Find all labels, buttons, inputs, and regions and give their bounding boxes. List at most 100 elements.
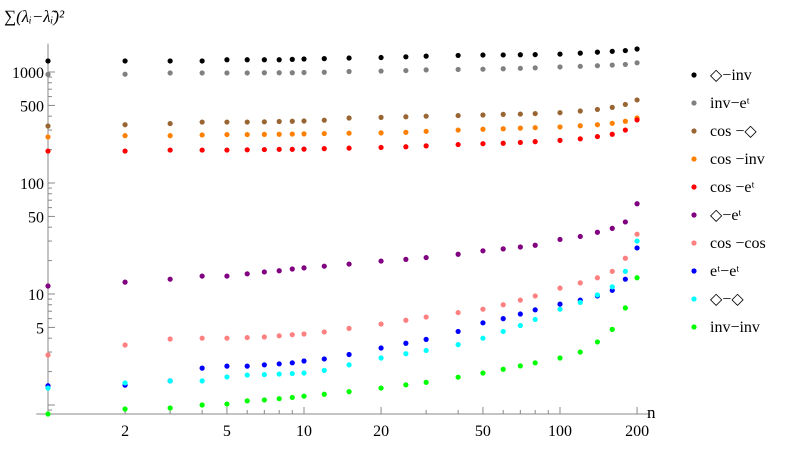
data-point — [261, 146, 267, 153]
data-point — [634, 275, 640, 281]
data-point — [244, 119, 250, 125]
data-point — [480, 320, 486, 326]
legend-label: ◇−eᵗ — [710, 207, 742, 224]
data-point — [609, 120, 615, 126]
axes: 2 5 10 20 50 100 200 5 10 50 100 500 1000 — [12, 43, 651, 440]
data-point — [577, 123, 583, 129]
data-point — [594, 229, 601, 235]
legend-marker — [691, 156, 697, 162]
y-tick-label: 10 — [28, 287, 44, 304]
data-point — [557, 306, 563, 312]
data-point — [276, 118, 282, 125]
data-point — [517, 322, 523, 329]
data-point — [199, 147, 205, 153]
data-point — [224, 70, 230, 76]
data-point — [532, 51, 538, 58]
data-point — [122, 380, 128, 386]
data-point — [321, 69, 327, 75]
data-point — [276, 57, 282, 63]
data-point — [423, 128, 429, 134]
data-point — [622, 305, 628, 311]
data-point — [423, 336, 429, 342]
legend-label: ◇−◇ — [710, 291, 744, 308]
data-point — [609, 284, 615, 290]
data-point — [500, 140, 506, 146]
data-point — [224, 147, 230, 153]
legend-label: cos −inv — [710, 151, 765, 168]
data-point — [403, 67, 409, 74]
data-point — [224, 335, 230, 341]
data-point — [594, 133, 601, 140]
data-point — [346, 261, 352, 267]
legend-label: inv−eᵗ — [710, 95, 750, 112]
data-point — [403, 256, 409, 262]
data-point — [261, 397, 267, 403]
data-point — [532, 110, 538, 117]
data-point — [557, 355, 563, 361]
data-point — [403, 340, 409, 346]
data-point — [532, 360, 538, 366]
data-point — [122, 406, 128, 412]
data-point — [517, 297, 523, 303]
series-cos −eᵗ — [45, 117, 640, 154]
data-point — [261, 70, 267, 76]
data-point — [577, 108, 583, 114]
data-point — [199, 402, 205, 408]
data-point — [480, 370, 486, 376]
data-point — [594, 122, 601, 128]
data-point — [403, 114, 409, 120]
data-point — [480, 306, 486, 312]
y-tick-label: 100 — [20, 176, 44, 193]
data-point — [455, 112, 461, 119]
data-point — [289, 56, 295, 62]
data-point — [224, 374, 230, 380]
data-point — [261, 334, 267, 340]
data-point — [517, 111, 523, 117]
data-point — [224, 401, 230, 407]
legend-item: inv−eᵗ — [691, 95, 750, 112]
data-point — [455, 309, 461, 316]
data-point — [455, 127, 461, 133]
data-point — [532, 139, 538, 145]
data-point — [289, 394, 295, 401]
data-point — [594, 339, 601, 345]
data-point — [500, 111, 506, 117]
data-point — [346, 145, 352, 151]
data-point — [378, 54, 384, 61]
data-point — [301, 265, 307, 271]
data-point — [577, 233, 583, 240]
data-point — [346, 68, 352, 75]
data-point — [224, 131, 230, 138]
legend-marker — [691, 72, 697, 78]
data-point — [276, 268, 282, 274]
data-point — [634, 60, 640, 66]
data-point — [45, 123, 51, 129]
legend-item: cos −inv — [691, 151, 765, 168]
data-point — [577, 50, 583, 56]
data-point — [634, 245, 640, 251]
data-point — [378, 385, 384, 391]
data-point — [276, 333, 282, 339]
data-point — [45, 385, 51, 391]
data-point — [321, 263, 327, 269]
x-tick-label: 2 — [121, 423, 129, 440]
x-tick-label: 20 — [373, 423, 389, 440]
data-point — [622, 47, 628, 54]
legend-item: ◇−eᵗ — [691, 207, 742, 224]
series-eᵗ−eᵗ — [45, 245, 640, 389]
data-point — [634, 201, 640, 207]
data-point — [276, 371, 282, 377]
legend-marker — [691, 128, 697, 134]
data-point — [301, 146, 307, 152]
data-point — [532, 316, 538, 323]
data-point — [122, 148, 128, 154]
data-point — [557, 124, 563, 130]
data-point — [622, 118, 628, 124]
data-point — [480, 248, 486, 254]
data-point — [480, 52, 486, 58]
legend-label: inv−inv — [710, 319, 760, 336]
legend-marker — [691, 324, 697, 330]
series-◇−eᵗ — [45, 201, 640, 289]
data-point — [321, 146, 327, 152]
data-point — [321, 391, 327, 397]
